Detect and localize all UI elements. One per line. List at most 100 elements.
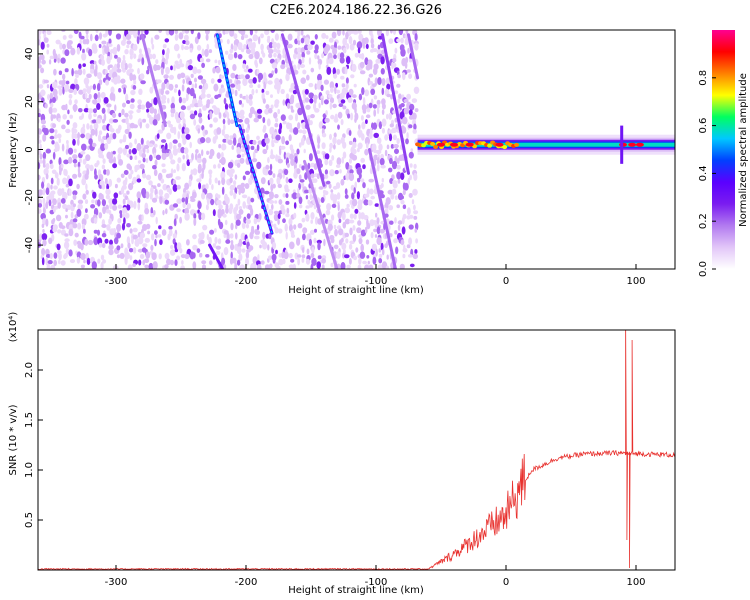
spectrogram-noise-cell	[101, 183, 106, 190]
spectrogram-noise-cell	[408, 193, 413, 198]
spectrogram-noise-cell	[335, 89, 341, 94]
spectrogram-noise-cell	[49, 128, 55, 134]
spectrogram-noise-cell	[76, 208, 82, 217]
spectrogram-noise-cell	[125, 116, 129, 125]
spectrogram-noise-cell	[217, 180, 221, 186]
spectrogram-noise-cell	[297, 187, 300, 194]
spectrogram-noise-cell	[198, 211, 202, 221]
spectrogram-noise-cell	[397, 179, 401, 184]
spectrogram-noise-cell	[48, 31, 52, 35]
spectrogram-noise-cell	[87, 239, 94, 246]
spectrogram-noise-cell	[136, 36, 140, 45]
spectrogram-noise-cell	[293, 212, 297, 219]
spectrogram-noise-cell	[327, 94, 333, 99]
spectrogram-noise-cell	[396, 204, 401, 209]
spectrogram-noise-cell	[127, 242, 131, 249]
spectrogram-noise-cell	[396, 138, 400, 145]
spectrogram-noise-cell	[245, 48, 252, 55]
spectrogram-noise-cell	[243, 34, 249, 39]
spectrogram-noise-cell	[128, 183, 134, 191]
spectrogram-noise-cell	[310, 67, 315, 73]
spectrogram-noise-cell	[53, 68, 57, 76]
spectrogram-noise-cell	[357, 30, 362, 34]
spectrogram-noise-cell	[174, 242, 178, 250]
spectrogram-noise-cell	[245, 218, 251, 225]
spectrogram-noise-cell	[285, 140, 289, 146]
spectrogram-noise-cell	[272, 241, 277, 250]
spectrogram-noise-cell	[246, 133, 250, 142]
spectrogram-noise-cell	[132, 43, 138, 51]
spectrogram-noise-cell	[406, 69, 411, 73]
spectrogram-noise-cell	[317, 136, 321, 145]
spectrogram-noise-cell	[296, 254, 302, 258]
spectrogram-noise-cell	[285, 176, 289, 184]
spectrogram-noise-cell	[122, 138, 127, 143]
spectrogram-noise-cell	[173, 169, 177, 174]
spectrogram-noise-cell	[388, 167, 393, 173]
spectrogram-noise-cell	[388, 133, 393, 142]
spectrogram-noise-cell	[197, 201, 202, 210]
spectrogram-noise-cell	[194, 210, 199, 214]
spectrogram-noise-cell	[151, 197, 158, 203]
spectrogram-noise-cell	[40, 67, 45, 74]
figure-title: C2E6.2024.186.22.36.G26	[270, 3, 442, 18]
spectrogram-noise-cell	[181, 260, 184, 265]
spectrogram-noise-cell	[358, 211, 362, 220]
spectrogram-noise-cell	[184, 253, 190, 260]
spectrogram-noise-cell	[97, 199, 101, 207]
spectrogram-noise-cell	[94, 34, 99, 42]
spectrogram-noise-cell	[73, 148, 77, 153]
spectrogram-noise-cell	[252, 158, 258, 163]
spectrogram-noise-cell	[205, 137, 211, 144]
spectrogram-noise-cell	[360, 243, 365, 252]
spectrogram-noise-cell	[394, 117, 398, 123]
spectrogram-noise-cell	[202, 224, 208, 231]
spectrogram-noise-cell	[257, 72, 264, 81]
spectrogram-noise-cell	[242, 63, 246, 69]
spectrogram-noise-cell	[124, 112, 129, 118]
spectrogram-noise-cell	[97, 229, 100, 236]
spectrogram-noise-cell	[153, 108, 157, 115]
spectrogram-noise-cell	[289, 128, 295, 133]
spectrogram-noise-cell	[142, 243, 148, 248]
spectrogram-noise-cell	[97, 258, 101, 264]
spectrogram-noise-cell	[304, 88, 309, 95]
colorbar-tick-label: 0.0	[698, 261, 709, 277]
spectrogram-noise-cell	[68, 249, 73, 257]
spectrogram-streak	[303, 159, 339, 269]
spectrogram-noise-cell	[239, 157, 245, 164]
spectrogram-noise-cell	[96, 160, 100, 166]
spectrogram-noise-cell	[267, 244, 270, 251]
spectrogram-noise-cell	[62, 177, 68, 185]
spectrogram-noise-cell	[107, 107, 111, 114]
spectrogram-noise-cell	[236, 246, 242, 255]
spectrogram-noise-cell	[144, 30, 149, 35]
spectrogram-noise-cell	[241, 103, 244, 108]
spectrogram-noise-cell	[374, 234, 378, 238]
spectrogram-noise-cell	[174, 248, 179, 253]
spectrogram-noise-cell	[61, 164, 64, 169]
spectrogram-noise-cell	[85, 97, 91, 103]
spectrogram-noise-cell	[360, 157, 366, 163]
spectrogram-noise-cell	[179, 111, 185, 120]
spectrogram-noise-cell	[90, 33, 93, 42]
spectrogram-noise-cell	[345, 56, 351, 65]
spectrogram-noise-cell	[162, 183, 168, 191]
spectrogram-noise-cell	[405, 138, 409, 145]
spectrogram-noise-cell	[240, 232, 246, 241]
spectrogram-noise-cell	[334, 86, 337, 95]
spectrogram-noise-cell	[321, 142, 326, 150]
spectrogram-noise-cell	[333, 224, 337, 230]
spectrogram-noise-cell	[108, 64, 113, 68]
spectrogram-noise-cell	[168, 83, 174, 91]
spectrogram-noise-cell	[316, 150, 321, 155]
spectrogram-noise-cell	[102, 158, 106, 164]
spectrogram-noise-cell	[256, 161, 262, 170]
spectrogram-noise-cell	[253, 110, 256, 115]
spectrogram-noise-cell	[201, 192, 206, 200]
spectrogram-noise-cell	[69, 114, 73, 119]
spectrogram-noise-cell	[325, 110, 328, 116]
spectrogram-noise-cell	[112, 112, 117, 119]
spectrogram-noise-cell	[115, 128, 121, 134]
spectrogram-noise-cell	[152, 185, 157, 190]
